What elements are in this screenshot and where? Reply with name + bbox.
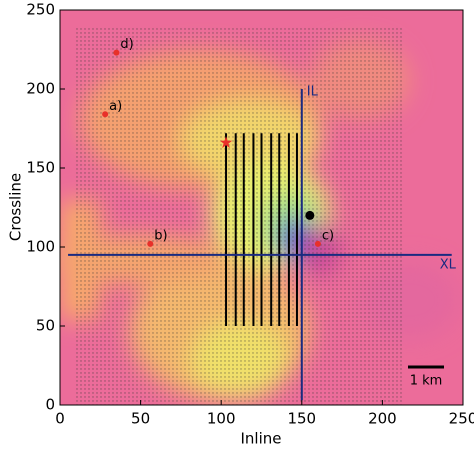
x-tick-label: 150: [287, 410, 316, 428]
star-marker: [219, 136, 233, 148]
section-line-label: XL: [440, 257, 457, 272]
x-axis-label: Inline: [240, 430, 281, 448]
x-tick-label: 100: [207, 410, 236, 428]
x-tick-label: 0: [55, 410, 65, 428]
section-line-label: IL: [307, 85, 319, 100]
well-label: d): [120, 37, 133, 52]
plot-frame: [59, 9, 464, 406]
y-tick-label: 250: [26, 1, 55, 19]
well-point: [314, 240, 321, 247]
x-tick-label: 250: [449, 410, 474, 428]
scale-bar-label: 1 km: [410, 374, 443, 389]
y-tick-label: 200: [26, 80, 55, 98]
y-tick-label: 100: [26, 238, 55, 256]
well-point: [147, 240, 154, 247]
well-label: c): [322, 228, 334, 243]
x-tick-label: 200: [368, 410, 397, 428]
y-tick-label: 50: [36, 317, 55, 335]
dot-marker: [305, 210, 315, 220]
well-point: [102, 111, 109, 118]
y-tick-label: 150: [26, 159, 55, 177]
well-label: a): [109, 99, 122, 114]
well-label: b): [154, 228, 167, 243]
x-tick-label: 50: [131, 410, 150, 428]
y-tick-label: 0: [45, 396, 55, 414]
y-axis-label: Crossline: [7, 173, 25, 241]
well-point: [113, 49, 120, 56]
heatmap: [60, 10, 463, 405]
